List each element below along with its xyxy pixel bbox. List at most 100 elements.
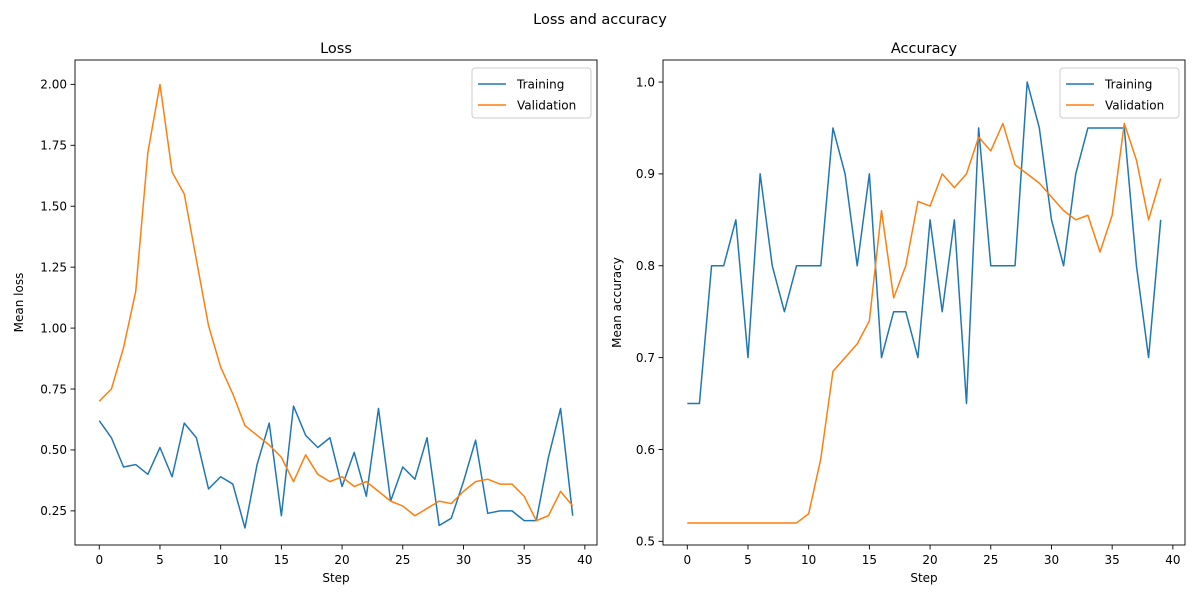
x-tick-label: 10 (213, 553, 228, 567)
x-tick-label: 35 (517, 553, 532, 567)
series-line-training (687, 81, 1162, 405)
x-tick-label: 5 (156, 553, 164, 567)
data-point-validation (747, 522, 749, 524)
data-point-training (1038, 127, 1040, 129)
data-point-validation (450, 503, 452, 505)
data-point-training (893, 311, 895, 313)
data-point-validation (698, 522, 700, 524)
series-line-validation (687, 122, 1162, 524)
data-point-training (1148, 357, 1150, 359)
data-point-validation (1026, 173, 1028, 175)
x-tick-label: 30 (456, 553, 471, 567)
data-point-training (965, 403, 967, 405)
data-point-training (280, 515, 282, 517)
y-tick-label: 0.9 (636, 167, 655, 181)
data-point-validation (353, 486, 355, 488)
data-point-validation (462, 490, 464, 492)
data-point-training (905, 311, 907, 313)
data-point-training (462, 481, 464, 483)
data-point-training (1002, 265, 1004, 267)
y-tick-label: 0.5 (636, 535, 655, 549)
data-point-training (244, 527, 246, 529)
data-point-validation (414, 515, 416, 517)
data-point-validation (868, 320, 870, 322)
data-point-training (820, 265, 822, 267)
data-point-training (796, 265, 798, 267)
data-point-training (293, 405, 295, 407)
data-point-validation (808, 513, 810, 515)
data-point-validation (232, 393, 234, 395)
y-axis-label: Mean loss (12, 273, 26, 333)
data-point-validation (1111, 214, 1113, 216)
data-point-training (135, 464, 137, 466)
data-point-training (572, 515, 574, 517)
data-point-training (832, 127, 834, 129)
data-point-validation (560, 490, 562, 492)
data-point-training (881, 357, 883, 359)
data-point-validation (547, 515, 549, 517)
y-tick-label: 0.50 (40, 443, 67, 457)
data-point-training (341, 486, 343, 488)
data-point-validation (1075, 219, 1077, 221)
data-point-training (450, 517, 452, 519)
x-tick-label: 35 (1105, 553, 1120, 567)
data-point-training (868, 173, 870, 175)
data-point-training (183, 422, 185, 424)
data-point-training (560, 408, 562, 410)
x-axis-label: Step (322, 571, 349, 585)
data-point-validation (208, 325, 210, 327)
data-point-validation (475, 481, 477, 483)
data-point-training (844, 173, 846, 175)
data-point-training (98, 420, 100, 422)
data-point-training (1160, 219, 1162, 221)
data-point-validation (244, 425, 246, 427)
data-point-validation (195, 259, 197, 261)
data-point-validation (159, 83, 161, 85)
data-point-training (1099, 127, 1101, 129)
data-point-validation (1014, 164, 1016, 166)
data-point-validation (220, 366, 222, 368)
data-point-training (723, 265, 725, 267)
y-tick-label: 0.7 (636, 351, 655, 365)
legend-label-validation: Validation (1105, 98, 1164, 112)
data-point-validation (280, 456, 282, 458)
data-point-training (110, 437, 112, 439)
data-point-training (771, 265, 773, 267)
data-point-validation (268, 444, 270, 446)
data-point-training (499, 510, 501, 512)
data-point-validation (256, 434, 258, 436)
data-point-validation (329, 481, 331, 483)
data-point-validation (377, 490, 379, 492)
data-point-validation (110, 388, 112, 390)
y-tick-label: 1.25 (40, 260, 67, 274)
data-point-training (990, 265, 992, 267)
axes-frame (74, 59, 598, 546)
data-point-validation (1135, 159, 1137, 161)
data-point-training (1050, 219, 1052, 221)
data-point-training (329, 437, 331, 439)
data-point-training (195, 437, 197, 439)
data-point-training (123, 466, 125, 468)
data-point-validation (686, 522, 688, 524)
data-point-validation (978, 136, 980, 138)
data-point-validation (341, 476, 343, 478)
data-point-validation (711, 522, 713, 524)
x-tick-label: 10 (801, 553, 816, 567)
data-point-validation (990, 150, 992, 152)
data-point-validation (844, 357, 846, 359)
data-point-training (1087, 127, 1089, 129)
data-point-training (1111, 127, 1113, 129)
y-tick-label: 1.00 (40, 321, 67, 335)
data-point-validation (1123, 122, 1125, 124)
chart-loss: Loss 0 5 10 15 20 25 30 35 40 0.25 0.50 0.75 1.00 1.25… (12, 41, 598, 585)
data-point-training (511, 510, 513, 512)
data-point-training (917, 357, 919, 359)
data-point-training (711, 265, 713, 267)
data-point-validation (317, 473, 319, 475)
data-point-validation (881, 210, 883, 212)
data-point-training (747, 357, 749, 359)
data-point-validation (832, 370, 834, 372)
data-point-validation (965, 173, 967, 175)
